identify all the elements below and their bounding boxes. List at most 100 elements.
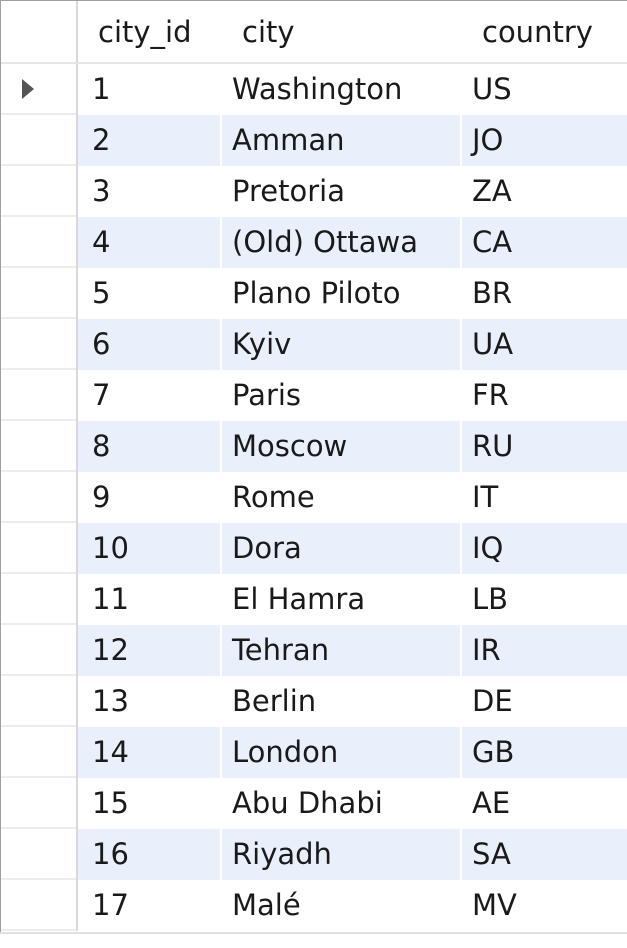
cell-city-id[interactable]: 11: [78, 574, 222, 625]
row-selector[interactable]: [0, 268, 78, 319]
grid-header: city_id city country: [0, 0, 627, 64]
row-selector[interactable]: [0, 676, 78, 727]
cell-city-id[interactable]: 5: [78, 268, 222, 319]
grid-border-top: [0, 0, 627, 1]
cell-country[interactable]: GB: [462, 727, 627, 778]
table-row[interactable]: 16 Riyadh SA: [0, 829, 627, 880]
row-selector-divider: [0, 113, 76, 115]
row-selector[interactable]: [0, 421, 78, 472]
row-selector-divider: [0, 164, 76, 166]
row-selector-header[interactable]: [0, 0, 78, 62]
cell-country[interactable]: IR: [462, 625, 627, 676]
table-row[interactable]: 5 Plano Piloto BR: [0, 268, 627, 319]
cell-city-id[interactable]: 7: [78, 370, 222, 421]
row-selector[interactable]: [0, 574, 78, 625]
cell-city[interactable]: (Old) Ottawa: [222, 217, 462, 268]
cell-city[interactable]: Tehran: [222, 625, 462, 676]
table-row[interactable]: 8 Moscow RU: [0, 421, 627, 472]
cell-city-id[interactable]: 2: [78, 115, 222, 166]
cell-city[interactable]: Pretoria: [222, 166, 462, 217]
cell-city-id[interactable]: 4: [78, 217, 222, 268]
cell-city[interactable]: Berlin: [222, 676, 462, 727]
cell-city[interactable]: Paris: [222, 370, 462, 421]
cell-city-id[interactable]: 3: [78, 166, 222, 217]
cell-country[interactable]: IT: [472, 480, 499, 514]
cell-city-id[interactable]: 6: [78, 319, 222, 370]
table-row[interactable]: 13 Berlin DE: [0, 676, 627, 727]
cell-country[interactable]: IQ: [462, 523, 627, 574]
row-selector-divider: [0, 929, 76, 931]
cell-city[interactable]: Abu Dhabi: [222, 778, 462, 829]
cell-country[interactable]: JO: [462, 115, 627, 166]
table-row[interactable]: 17 Malé MV: [0, 880, 627, 931]
cell-city[interactable]: Amman: [222, 115, 462, 166]
row-selector[interactable]: [0, 166, 78, 217]
table-row[interactable]: 3 Pretoria ZA: [0, 166, 627, 217]
table-row[interactable]: 10 Dora IQ: [0, 523, 627, 574]
cell-country[interactable]: FR: [472, 378, 509, 412]
row-selector[interactable]: [0, 829, 78, 880]
table-row[interactable]: 14 London GB: [0, 727, 627, 778]
row-selector[interactable]: [0, 472, 78, 523]
cell-city-id[interactable]: 9: [78, 472, 222, 523]
cell-city-id[interactable]: 13: [78, 676, 222, 727]
row-selector[interactable]: [0, 625, 78, 676]
cell-city-id[interactable]: 1: [78, 64, 222, 115]
row-selector[interactable]: [0, 880, 78, 931]
row-selector[interactable]: [0, 217, 78, 268]
cell-country[interactable]: DE: [472, 684, 513, 718]
column-header-city-id[interactable]: city_id: [78, 0, 222, 62]
table-row[interactable]: 11 El Hamra LB: [0, 574, 627, 625]
row-selector[interactable]: [0, 370, 78, 421]
cell-city-id[interactable]: 12: [78, 625, 222, 676]
row-selector[interactable]: [0, 523, 78, 574]
table-row[interactable]: 6 Kyiv UA: [0, 319, 627, 370]
cell-country[interactable]: MV: [472, 888, 517, 922]
cell-city-id[interactable]: 16: [78, 829, 222, 880]
cell-city[interactable]: Dora: [222, 523, 462, 574]
cell-country[interactable]: BR: [472, 276, 513, 310]
cell-city[interactable]: Washington: [222, 64, 462, 115]
cell-city[interactable]: Malé: [222, 880, 462, 931]
cell-city[interactable]: Plano Piloto: [222, 268, 462, 319]
table-row[interactable]: 15 Abu Dhabi AE: [0, 778, 627, 829]
cell-country[interactable]: SA: [462, 829, 627, 880]
cell-city-id[interactable]: 14: [78, 727, 222, 778]
cell-city-id[interactable]: 15: [78, 778, 222, 829]
cell-city-id[interactable]: 10: [78, 523, 222, 574]
cell-city[interactable]: Rome: [222, 472, 462, 523]
row-selector-divider: [0, 674, 76, 676]
cell-city[interactable]: Moscow: [222, 421, 462, 472]
table-row[interactable]: 1 Washington US: [0, 64, 627, 115]
row-selector-divider: [0, 725, 76, 727]
row-selector[interactable]: [0, 64, 78, 115]
row-selector-divider: [0, 878, 76, 880]
cell-country[interactable]: UA: [462, 319, 627, 370]
cell-city[interactable]: Riyadh: [222, 829, 462, 880]
row-selector[interactable]: [0, 778, 78, 829]
cell-city[interactable]: Kyiv: [222, 319, 462, 370]
row-selector[interactable]: [0, 115, 78, 166]
cell-country[interactable]: US: [472, 72, 512, 106]
cell-country[interactable]: ZA: [472, 174, 512, 208]
column-header-country[interactable]: country: [482, 15, 593, 49]
grid-bottom-rule: [0, 932, 627, 934]
cell-country[interactable]: LB: [472, 582, 509, 616]
row-selector[interactable]: [0, 319, 78, 370]
column-header-city[interactable]: city: [222, 0, 462, 62]
row-selector-divider: [0, 572, 76, 574]
table-row[interactable]: 4 (Old) Ottawa CA: [0, 217, 627, 268]
cell-country[interactable]: AE: [472, 786, 511, 820]
cell-city-id[interactable]: 17: [78, 880, 222, 931]
table-row[interactable]: 2 Amman JO: [0, 115, 627, 166]
table-row[interactable]: 12 Tehran IR: [0, 625, 627, 676]
cell-city[interactable]: El Hamra: [222, 574, 462, 625]
cell-country[interactable]: CA: [462, 217, 627, 268]
cell-country[interactable]: RU: [462, 421, 627, 472]
table-row[interactable]: 9 Rome IT: [0, 472, 627, 523]
row-selector[interactable]: [0, 727, 78, 778]
cell-city[interactable]: London: [222, 727, 462, 778]
row-selector-divider: [0, 215, 76, 217]
cell-city-id[interactable]: 8: [78, 421, 222, 472]
table-row[interactable]: 7 Paris FR: [0, 370, 627, 421]
